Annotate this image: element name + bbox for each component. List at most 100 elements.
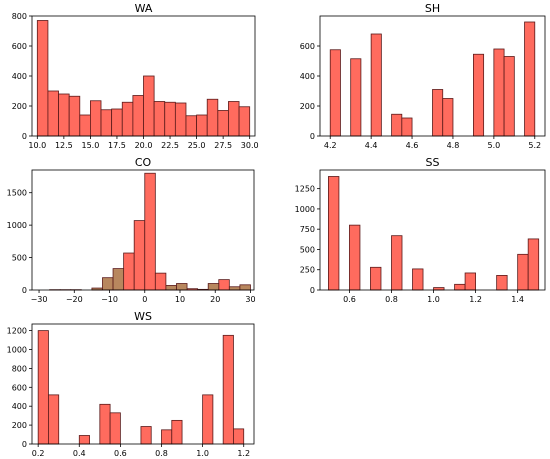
x-tick-label: 1.2 — [469, 295, 482, 304]
histogram-bar — [109, 412, 121, 445]
x-tick-label: 0.6 — [114, 449, 127, 458]
histogram-bar — [196, 114, 208, 137]
x-tick-label: 0 — [142, 295, 147, 304]
y-tick-label: 200 — [12, 102, 27, 111]
y-tick-label: 400 — [300, 72, 315, 81]
y-tick-label: 200 — [12, 421, 27, 430]
histogram-bar — [174, 102, 187, 137]
chart-panel-ss: SS 0.6 0.8 1.0 1.2 1.4 0 250 500 750 1000 1250 — [295, 156, 546, 304]
x-tick-label: 4.6 — [406, 141, 419, 150]
x-tick-label: 0.2 — [32, 449, 45, 458]
histogram-bar — [140, 426, 152, 445]
x-tick-label: 4.4 — [365, 141, 378, 150]
histogram-bar — [454, 283, 466, 291]
histogram-bar — [36, 20, 49, 137]
histogram-bar — [464, 272, 476, 291]
x-tick-label: 5.0 — [487, 141, 500, 150]
x-tick-label: 30 — [245, 295, 255, 304]
histogram-bar — [503, 56, 515, 137]
histogram-bar — [207, 283, 220, 291]
chart-panel-ws: WS 0.2 0.4 0.6 0.8 1.0 1.2 0 200 400 600 800 1000 120… — [7, 310, 255, 458]
histogram-bar — [218, 279, 230, 291]
histogram-bar — [350, 58, 362, 137]
histogram-bar — [527, 238, 540, 291]
y-tick-label: 0 — [310, 286, 315, 295]
x-tick-label: 1.4 — [511, 295, 524, 304]
histogram-bar — [153, 101, 166, 137]
chart-title: WA — [135, 2, 153, 15]
histogram-bar — [412, 268, 424, 291]
histogram-bar — [176, 283, 188, 291]
chart-title: WS — [134, 310, 152, 323]
histogram-bar — [123, 252, 135, 291]
histogram-bar — [171, 419, 183, 445]
x-tick-label: 0.4 — [73, 449, 86, 458]
histogram-bar — [217, 110, 229, 137]
histogram-bar — [48, 394, 60, 445]
histogram-bar — [102, 277, 114, 291]
histogram-bar — [239, 284, 251, 291]
histogram-bar — [493, 48, 505, 137]
chart-panel-co: CO −30 −20 −10 0 10 20 30 0 500 1000 1500 — [7, 156, 256, 304]
histogram-bar — [432, 89, 444, 137]
histogram-bar — [473, 53, 485, 137]
histogram-bar — [328, 176, 340, 291]
x-tick-label: 0.6 — [343, 295, 356, 304]
x-tick-label: 1.0 — [196, 449, 209, 458]
histogram-bar — [496, 275, 508, 291]
y-tick-label: 250 — [300, 266, 315, 275]
x-tick-label: 10 — [175, 295, 185, 304]
histogram-bar — [517, 253, 529, 291]
x-tick-label: −10 — [101, 295, 118, 304]
x-tick-label: −30 — [31, 295, 48, 304]
histogram-bar — [185, 115, 197, 137]
histogram-bar — [133, 220, 146, 291]
histogram-bar — [132, 95, 144, 137]
histogram-bar — [78, 435, 90, 445]
histogram-bar — [202, 394, 214, 445]
y-tick-label: 600 — [12, 42, 27, 51]
histogram-bar — [144, 172, 156, 291]
x-tick-label: 27.5 — [214, 141, 232, 150]
chart-title: SH — [425, 2, 440, 15]
histogram-bar — [37, 330, 49, 445]
y-tick-label: 800 — [12, 12, 27, 21]
histogram-bar — [329, 49, 341, 137]
y-tick-label: 750 — [300, 225, 315, 234]
x-tick-label: 1.0 — [427, 295, 440, 304]
y-tick-label: 200 — [300, 102, 315, 111]
histogram-bar — [228, 101, 240, 137]
x-tick-label: 10.0 — [28, 141, 46, 150]
histogram-bar — [401, 117, 413, 137]
x-tick-label: 5.2 — [528, 141, 541, 150]
histogram-bar — [222, 334, 234, 445]
histogram-bar — [111, 108, 123, 137]
y-tick-label: 1000 — [7, 221, 27, 230]
x-tick-label: 0.8 — [385, 295, 398, 304]
y-tick-label: 1200 — [7, 327, 27, 336]
x-tick-label: 15.0 — [81, 141, 99, 150]
x-tick-label: 20.0 — [135, 141, 153, 150]
y-tick-label: 400 — [12, 402, 27, 411]
x-tick-label: 12.5 — [55, 141, 73, 150]
histogram-bar — [79, 114, 91, 137]
histogram-bar — [68, 95, 81, 137]
x-tick-label: 25.0 — [188, 141, 206, 150]
y-tick-label: 0 — [22, 286, 27, 295]
histogram-bar — [238, 106, 251, 137]
y-tick-label: 400 — [12, 72, 27, 81]
histogram-bar — [233, 428, 245, 445]
y-tick-label: 800 — [12, 364, 27, 373]
histogram-bar — [165, 285, 177, 291]
chart-panel-wa: WA 10.0 12.5 15.0 17.5 20.0 22.5 25.0 27.5 30.0 0 2… — [12, 2, 259, 150]
y-tick-label: 600 — [300, 42, 315, 51]
histogram-bar — [524, 21, 536, 137]
histogram-bar — [90, 100, 102, 137]
plot-frame — [31, 169, 255, 291]
x-tick-label: 30.0 — [241, 141, 259, 150]
y-tick-label: 0 — [310, 132, 315, 141]
y-tick-label: 0 — [22, 132, 27, 141]
plot-frame — [31, 323, 255, 445]
x-tick-label: 17.5 — [108, 141, 126, 150]
